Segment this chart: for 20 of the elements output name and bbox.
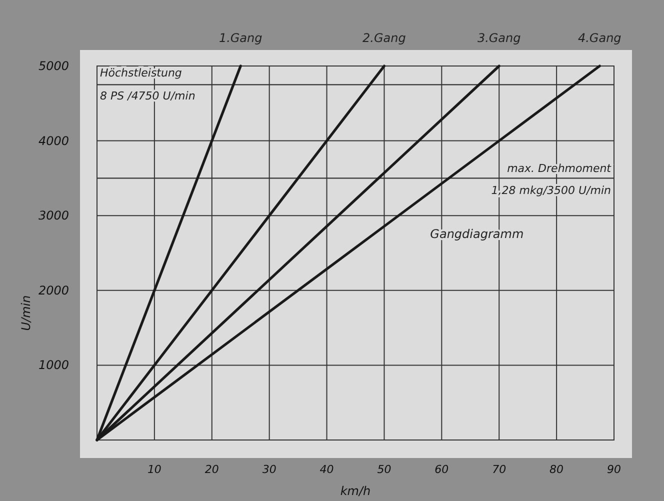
y-tick-label: 2000 [38,283,70,298]
x-tick-label: 50 [377,463,392,476]
text: 1.Gang [218,31,263,45]
y-tick-label: 1000 [38,358,70,372]
x-tick-label: 90 [607,463,621,476]
text: 2.Gang [362,31,406,45]
text: 4.Gang [578,31,622,45]
y-tick-label: 3000 [38,208,70,223]
y-tick-label: 4000 [38,134,70,148]
y-axis-title: U/min [19,295,33,331]
x-tick-label: 30 [262,463,276,476]
x-tick-label: 70 [492,463,506,476]
text: 3.Gang [477,31,522,45]
y-tick-label: 5000 [38,59,70,73]
x-tick-label: 10 [147,463,162,476]
x-tick-label: 40 [320,463,334,476]
x-axis-title: km/h [340,484,371,498]
x-tick-label: 20 [204,463,219,476]
x-tick-label: 60 [434,463,449,476]
x-tick-label: 80 [550,463,564,476]
